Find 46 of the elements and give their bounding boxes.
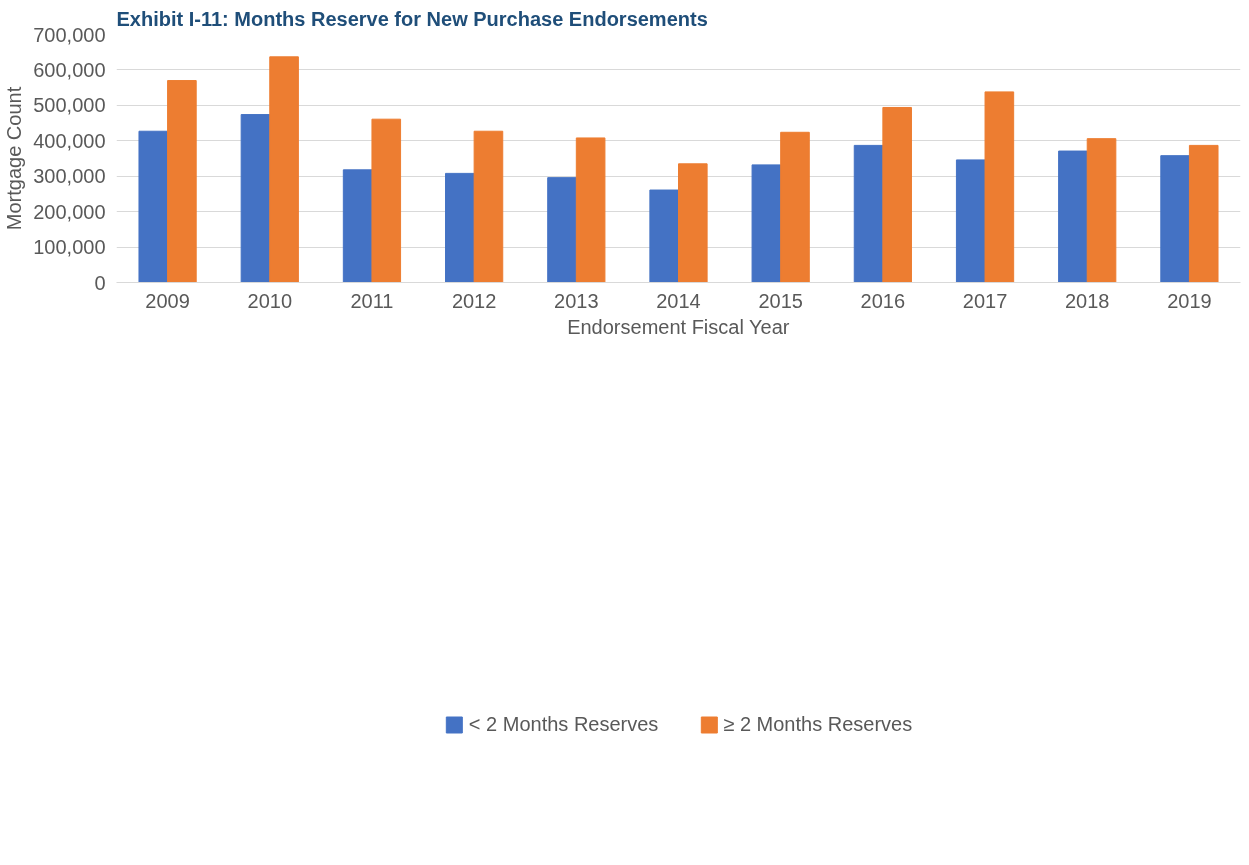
y-tick-label: 700,000 xyxy=(33,23,106,46)
bar xyxy=(853,144,884,283)
legend-label: ≥ 2 Months Reserves xyxy=(723,712,913,736)
x-tick-label: 2015 xyxy=(758,289,803,312)
bar xyxy=(138,130,169,283)
bar xyxy=(955,159,986,283)
bar xyxy=(371,118,402,283)
bar xyxy=(547,177,577,283)
bar xyxy=(342,169,373,283)
y-tick-label: 200,000 xyxy=(33,200,106,223)
bar xyxy=(678,163,708,283)
x-tick-label: 2019 xyxy=(1167,289,1212,312)
bar xyxy=(1058,150,1088,283)
bar xyxy=(167,80,197,283)
legend-label: < 2 Months Reserves xyxy=(468,712,659,736)
bar xyxy=(780,131,810,283)
y-tick-label: 300,000 xyxy=(33,165,106,188)
bar xyxy=(473,130,504,283)
y-tick-label: 500,000 xyxy=(33,94,106,117)
bar xyxy=(1086,138,1117,283)
y-tick-label: 0 xyxy=(94,271,106,294)
x-tick-label: 2014 xyxy=(656,289,701,312)
x-tick-label: 2012 xyxy=(451,289,497,312)
x-tick-label: 2016 xyxy=(860,289,906,312)
bar xyxy=(984,91,1015,283)
y-axis-title: Mortgage Count xyxy=(3,86,26,231)
bar xyxy=(269,56,299,283)
y-tick-label: 400,000 xyxy=(33,129,106,152)
x-axis-title: Endorsement Fiscal Year xyxy=(567,315,790,338)
x-tick-label: 2010 xyxy=(247,289,293,312)
bar xyxy=(240,114,271,283)
x-tick-label: 2017 xyxy=(962,289,1008,312)
x-tick-label: 2018 xyxy=(1064,289,1110,312)
y-tick-label: 100,000 xyxy=(33,236,106,259)
bar xyxy=(1160,155,1190,283)
y-tick-label: 600,000 xyxy=(33,58,106,81)
bar xyxy=(649,189,679,283)
bar xyxy=(882,106,912,283)
x-tick-label: 2009 xyxy=(145,289,190,312)
bar xyxy=(1188,144,1219,283)
x-tick-label: 2011 xyxy=(350,289,394,312)
bar xyxy=(751,164,782,283)
chart-title: Exhibit I-11: Months Reserve for New Purchase Endorsements xyxy=(116,7,708,30)
bar xyxy=(445,172,475,283)
x-tick-label: 2013 xyxy=(554,289,599,312)
bar xyxy=(575,137,606,283)
